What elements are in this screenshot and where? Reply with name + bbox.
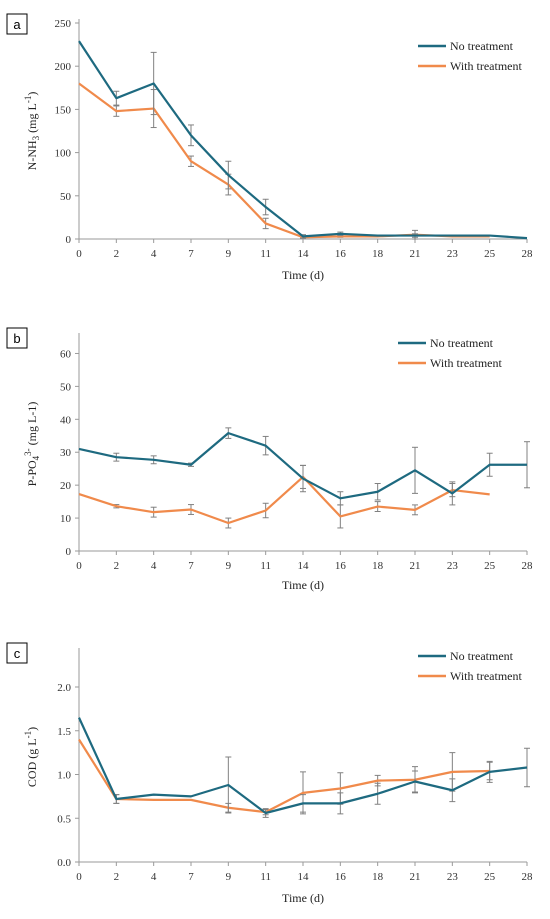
legend: No treatment With treatment: [418, 39, 522, 73]
x-tick-label: 9: [226, 560, 232, 572]
y-axis-title: COD (g L-1): [23, 727, 39, 787]
y-tick-label: 2.0: [57, 682, 71, 694]
panel-label: a: [13, 17, 21, 32]
x-tick-label: 7: [188, 871, 194, 883]
y-tick-label: 0: [66, 546, 72, 558]
panel-label-box: [6, 327, 28, 349]
y-tick-label: 0: [66, 234, 72, 246]
x-tick-label: 0: [76, 560, 82, 572]
series-line: [78, 717, 528, 815]
panel-label-box: [6, 642, 28, 664]
y-tick-label: 150: [55, 104, 72, 116]
y-tick-label: 30: [60, 447, 72, 459]
x-axis-title: Time (d): [282, 891, 324, 905]
y-tick-label: 0.5: [57, 813, 71, 825]
x-tick-label: 28: [522, 560, 534, 572]
panel-label: c: [14, 646, 21, 661]
x-tick-label: 25: [484, 560, 496, 572]
y-tick-label: 10: [60, 513, 72, 525]
series-line: [78, 475, 490, 525]
y-tick-label: 0.0: [57, 857, 71, 869]
x-tick-label: 18: [372, 248, 384, 260]
legend-label: With treatment: [450, 669, 522, 683]
x-tick-label: 9: [226, 871, 232, 883]
x-tick-label: 11: [260, 560, 271, 572]
x-tick-label: 23: [447, 871, 459, 883]
x-tick-label: 18: [372, 871, 384, 883]
x-tick-label: 16: [335, 248, 347, 260]
panel-label: b: [13, 331, 20, 346]
x-tick-label: 28: [522, 248, 534, 260]
y-axis-title: N-NH3 (mg L-1): [23, 92, 41, 171]
x-tick-label: 14: [298, 560, 310, 572]
panel-c: c 0.0 0.5 1.0 1.5 2.0 0 2 4 7 9 11 14 16 18 21 23 25 28 Tim…: [6, 642, 534, 905]
x-tick-label: 28: [522, 871, 534, 883]
y-tick-label: 20: [60, 480, 72, 492]
y-axis-title: P-PO43- (mg L-1): [23, 402, 41, 487]
panel-label-box: [6, 13, 28, 35]
series-line: [78, 40, 528, 240]
x-tick-label: 11: [260, 871, 271, 883]
series-with-treatment: [78, 738, 493, 816]
panel-a: a 0 50 100 150 200 250 0 2 4 7 9 11 14 16 18 21 23 25 28 Tim…: [6, 13, 534, 282]
x-tick-label: 2: [114, 871, 120, 883]
x-tick-label: 21: [410, 871, 421, 883]
legend-label: No treatment: [430, 336, 494, 350]
x-tick-label: 11: [260, 248, 271, 260]
x-tick-label: 4: [151, 248, 157, 260]
x-tick-label: 23: [447, 248, 459, 260]
y-tick-label: 50: [60, 381, 72, 393]
x-tick-label: 16: [335, 871, 347, 883]
legend-label: No treatment: [450, 649, 514, 663]
x-tick-label: 4: [151, 871, 157, 883]
x-tick-label: 14: [298, 248, 310, 260]
series-line: [78, 738, 490, 814]
series-with-treatment: [78, 464, 490, 529]
x-tick-label: 7: [188, 248, 194, 260]
x-axis-title: Time (d): [282, 268, 324, 282]
series-no-treatment: [78, 40, 528, 240]
y-tick-label: 100: [55, 148, 72, 160]
series-no-treatment: [78, 717, 530, 818]
y-tick-label: 60: [60, 348, 72, 360]
y-tick-label: 200: [55, 61, 72, 73]
legend-label: With treatment: [450, 59, 522, 73]
series-with-treatment: [78, 82, 490, 240]
x-tick-label: 14: [298, 871, 310, 883]
x-tick-label: 0: [76, 248, 82, 260]
x-tick-label: 25: [484, 871, 496, 883]
x-axis-title: Time (d): [282, 578, 324, 592]
x-tick-label: 21: [410, 248, 421, 260]
x-tick-label: 4: [151, 560, 157, 572]
series-no-treatment: [78, 427, 530, 506]
y-tick-label: 1.5: [57, 726, 71, 738]
legend: No treatment With treatment: [418, 649, 522, 683]
x-tick-label: 2: [114, 560, 120, 572]
y-tick-label: 250: [55, 18, 72, 30]
y-tick-label: 50: [60, 191, 72, 203]
x-tick-label: 23: [447, 560, 459, 572]
x-tick-label: 16: [335, 560, 347, 572]
series-line: [78, 82, 490, 239]
x-tick-label: 25: [484, 248, 496, 260]
y-tick-label: 40: [60, 414, 72, 426]
legend-label: No treatment: [450, 39, 514, 53]
y-tick-label: 1.0: [57, 770, 71, 782]
legend-label: With treatment: [430, 356, 502, 370]
series-line: [78, 432, 527, 500]
panel-b: b 0 10 20 30 40 50 60 0 2 4 7 9 11 14 16 18 21 23 25 28 Time …: [6, 327, 534, 592]
x-tick-label: 7: [188, 560, 194, 572]
x-tick-label: 9: [226, 248, 232, 260]
x-tick-label: 21: [410, 560, 421, 572]
x-tick-label: 0: [76, 871, 82, 883]
x-tick-label: 2: [114, 248, 120, 260]
x-tick-label: 18: [372, 560, 384, 572]
legend: No treatment With treatment: [398, 336, 502, 370]
